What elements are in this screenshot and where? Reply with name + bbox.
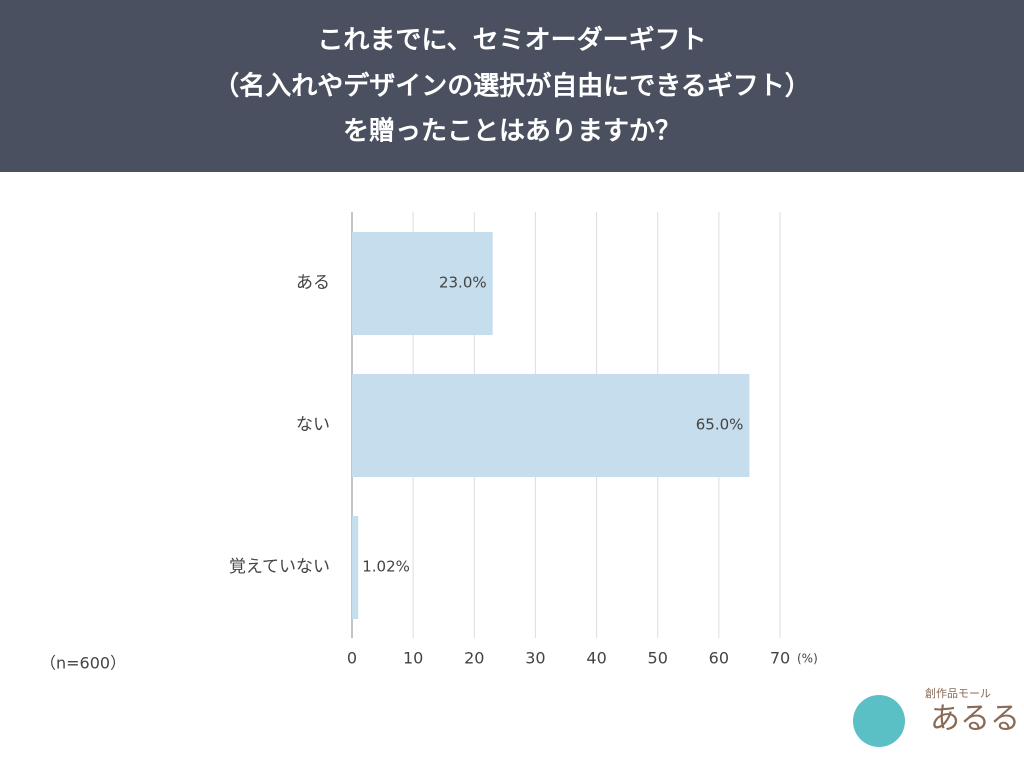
logo-tagline: 創作品モール [925,686,991,700]
title-line: これまでに、セミオーダーギフト [317,25,706,56]
x-tick-label: 30 [525,649,545,668]
value-label: 1.02% [362,558,410,576]
x-tick-label: 60 [709,649,729,668]
x-tick-label: 70 [770,649,790,668]
bar [352,516,359,619]
x-tick-label: 0 [347,649,357,668]
value-label: 23.0% [439,274,487,292]
title-line: を贈ったことはありますか？ [343,116,681,147]
logo: 創作品モール あるる [853,686,1020,747]
x-tick-label: 40 [586,649,606,668]
y-tick-label: ない [296,415,330,435]
logo-name: あるる [930,702,1020,737]
title-line: （名入れやデザインの選択が自由にできるギフト） [213,71,810,102]
logo-circle [853,695,905,747]
x-tick-label: 10 [403,649,423,668]
x-tick-label: 20 [464,649,484,668]
bar [352,232,493,335]
y-tick-label: 覚えていない [229,557,330,577]
y-tick-label: ある [296,273,330,293]
bar [352,374,750,477]
sample-note: （n=600） [40,654,126,673]
x-unit: (%) [797,652,818,666]
header [0,0,1024,172]
value-label: 65.0% [696,416,744,434]
x-tick-label: 50 [648,649,668,668]
